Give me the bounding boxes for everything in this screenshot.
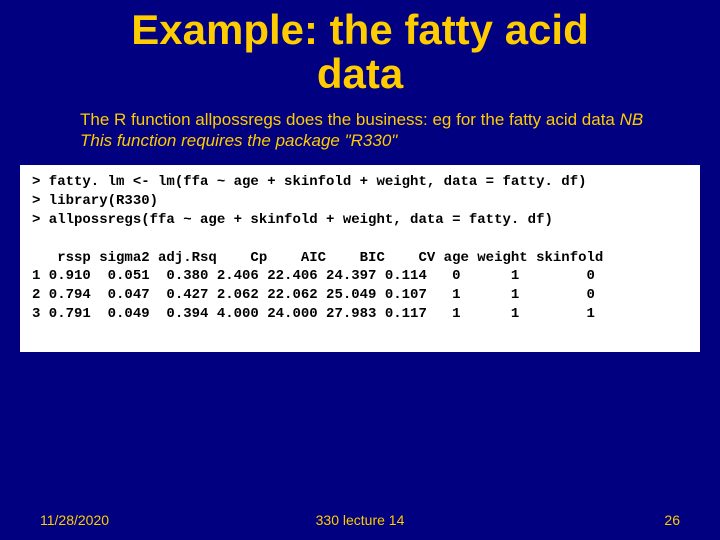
code-table-header: rssp sigma2 adj.Rsq Cp AIC BIC CV age we… — [32, 250, 603, 266]
footer-date: 11/28/2020 — [40, 512, 109, 528]
title-line-1: Example: the fatty acid — [0, 8, 720, 52]
body-prefix: The R function allpossregs does the busi… — [80, 110, 620, 129]
code-line-2: > library(R330) — [32, 193, 158, 209]
body-paragraph: The R function allpossregs does the busi… — [0, 96, 720, 161]
code-table-row-3: 3 0.791 0.049 0.394 4.000 24.000 27.983 … — [32, 306, 595, 322]
footer-center: 330 lecture 14 — [316, 512, 405, 528]
code-table-row-2: 2 0.794 0.047 0.427 2.062 22.062 25.049 … — [32, 287, 595, 303]
code-line-1: > fatty. lm <- lm(ffa ~ age + skinfold +… — [32, 174, 587, 190]
slide-title: Example: the fatty acid data — [0, 0, 720, 96]
code-table-row-1: 1 0.910 0.051 0.380 2.406 22.406 24.397 … — [32, 268, 595, 284]
code-line-3: > allpossregs(ffa ~ age + skinfold + wei… — [32, 212, 553, 228]
code-block: > fatty. lm <- lm(ffa ~ age + skinfold +… — [20, 165, 700, 352]
title-line-2: data — [0, 52, 720, 96]
footer-page-number: 26 — [664, 512, 680, 528]
